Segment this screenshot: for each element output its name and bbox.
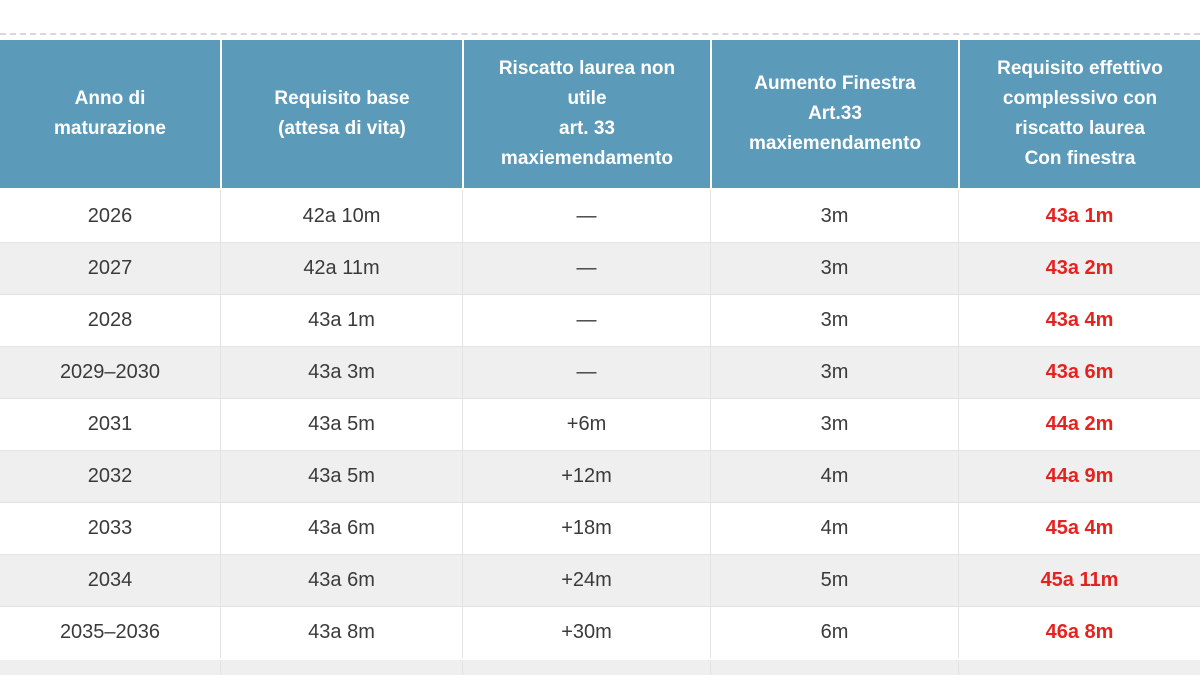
cell-effettivo: 45a 11m	[958, 555, 1200, 606]
cell-anno: 2032	[87, 465, 133, 487]
pension-requirements-table: Anno di maturazione Requisito base (atte…	[0, 40, 1200, 675]
cell-effettivo: 43a 1m	[958, 190, 1200, 242]
cell-effettivo: 44a 2m	[958, 399, 1200, 450]
cell-base: 43a 5m	[220, 451, 462, 502]
column-header-riscatto-laurea: Riscatto laurea non utile art. 33 maxiem…	[462, 40, 710, 188]
cell-effettivo: 44a 9m	[958, 451, 1200, 502]
table-row: 2033 43a 6m +18m 4m 45a 4m	[0, 502, 1200, 554]
cell-riscatto: —	[462, 243, 710, 294]
cell-effettivo: 46a 8m	[958, 607, 1200, 658]
cell-finestra: 3m	[710, 347, 958, 398]
cell-anno: 2027	[87, 257, 133, 279]
cell-anno: 2034	[87, 569, 133, 591]
cell-anno: 2031	[87, 413, 133, 435]
cell-base: 43a 3m	[220, 347, 462, 398]
cell-effettivo: 43a 4m	[958, 295, 1200, 346]
cell-riscatto: +18m	[462, 503, 710, 554]
cell-base: 43a 1m	[220, 295, 462, 346]
column-header-anno-maturazione: Anno di maturazione	[54, 88, 166, 139]
cell-effettivo: 45a 4m	[958, 503, 1200, 554]
cell-anno: 2026	[87, 204, 133, 227]
cell-finestra: 5m	[710, 555, 958, 606]
cell-riscatto: +24m	[462, 555, 710, 606]
cell-base: 43a 6m	[220, 503, 462, 554]
cell-effettivo: 43a 2m	[958, 243, 1200, 294]
cell-base: 42a 11m	[220, 243, 462, 294]
cell-base: 42a 10m	[220, 190, 462, 242]
table-row: 2029–2030 43a 3m —3m 43a 6m	[0, 346, 1200, 398]
cell-anno: 2028	[87, 309, 133, 331]
cell-anno: 2033	[87, 517, 133, 539]
cell-finestra: 4m	[710, 503, 958, 554]
cell-base: 43a 8m	[220, 607, 462, 658]
cell-base	[220, 660, 462, 675]
table-row: 2028 43a 1m —3m 43a 4m	[0, 294, 1200, 346]
table-row: 2035–2036 43a 8m +30m 6m 46a 8m	[0, 606, 1200, 658]
cell-finestra	[710, 660, 958, 675]
cell-base: 43a 5m	[220, 399, 462, 450]
table-row: 2034 43a 6m +24m 5m 45a 11m	[0, 554, 1200, 606]
table-header-row: Anno di maturazione Requisito base (atte…	[0, 40, 1200, 190]
table-body: 2026 42a 10m —3m 43a 1m 2027 42a 11m —3m 43a 2m…	[0, 190, 1200, 658]
cell-riscatto: +30m	[462, 607, 710, 658]
column-header-requisito-effettivo: Requisito effettivo complessivo con risc…	[958, 40, 1200, 188]
cell-finestra: 3m	[710, 190, 958, 242]
cell-finestra: 3m	[710, 399, 958, 450]
table-row: 2031 43a 5m +6m 3m 44a 2m	[0, 398, 1200, 450]
table-row: 2026 42a 10m —3m 43a 1m	[0, 190, 1200, 242]
cell-effettivo	[958, 660, 1200, 675]
column-header-requisito-base: Requisito base (attesa di vita)	[220, 40, 462, 188]
cell-base: 43a 6m	[220, 555, 462, 606]
cell-riscatto: —	[462, 347, 710, 398]
top-whitespace	[0, 0, 1200, 33]
cell-riscatto: +6m	[462, 399, 710, 450]
cell-finestra: 3m	[710, 295, 958, 346]
cell-finestra: 6m	[710, 607, 958, 658]
cell-riscatto: —	[462, 190, 710, 242]
table-row: 2032 43a 5m +12m 4m 44a 9m	[0, 450, 1200, 502]
table-top-dashed-border	[0, 33, 1200, 35]
cell-riscatto: —	[462, 295, 710, 346]
table-row: 2027 42a 11m —3m 43a 2m	[0, 242, 1200, 294]
cell-effettivo: 43a 6m	[958, 347, 1200, 398]
column-header-aumento-finestra: Aumento Finestra Art.33 maxiemendamento	[710, 40, 958, 188]
cell-finestra: 3m	[710, 243, 958, 294]
cell-anno	[0, 660, 220, 675]
cell-anno: 2029–2030	[59, 361, 161, 383]
table-row-partial-cutoff	[0, 658, 1200, 675]
cell-riscatto	[462, 660, 710, 675]
cell-riscatto: +12m	[462, 451, 710, 502]
cell-anno: 2035–2036	[59, 621, 161, 643]
cell-finestra: 4m	[710, 451, 958, 502]
